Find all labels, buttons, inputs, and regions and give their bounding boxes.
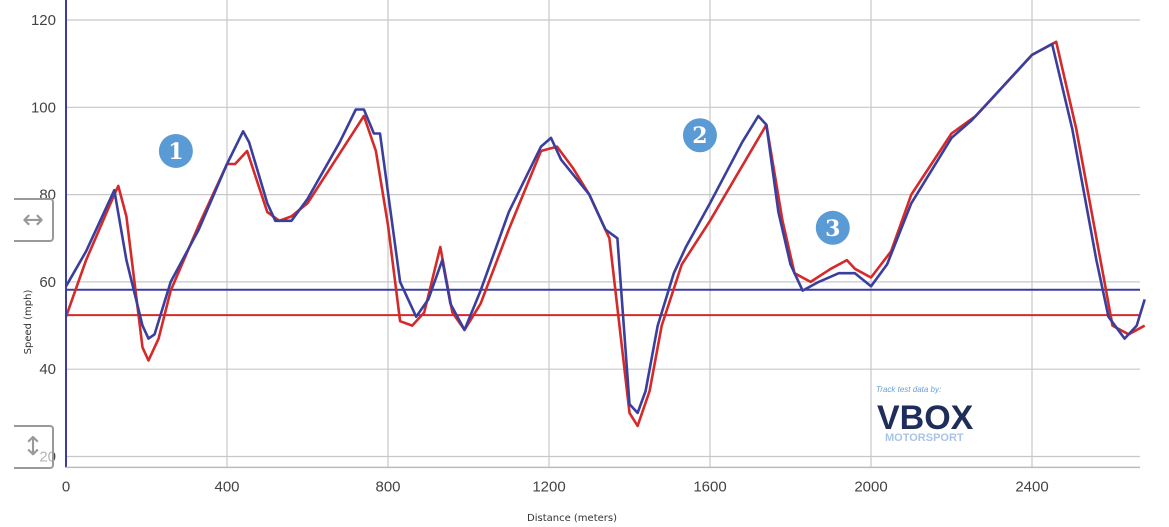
x-tick-label: 1200 xyxy=(532,478,565,495)
reference-lines xyxy=(66,288,1140,317)
pan-vertical-button[interactable]: ↕ xyxy=(14,425,54,469)
speed-trace-line xyxy=(64,42,1146,415)
annotation-label: 3 xyxy=(825,216,840,242)
y-tick-label: 60 xyxy=(39,274,56,291)
watermark-caption: Track test data by: xyxy=(876,385,941,394)
vbox-logo: Track test data by: VBOX MOTORSPORT xyxy=(876,385,974,444)
grid xyxy=(66,0,1140,468)
pan-horizontal-button[interactable]: ↔ xyxy=(14,198,54,242)
x-tick-label: 800 xyxy=(375,478,400,495)
x-tick-label: 400 xyxy=(214,478,239,495)
x-axis-label: Distance (meters) xyxy=(527,513,617,524)
annotation-label: 2 xyxy=(692,123,707,149)
series-lines xyxy=(64,40,1146,428)
annotation-marker xyxy=(815,210,850,245)
speed-trace-line xyxy=(64,40,1146,428)
x-tick-label: 1600 xyxy=(693,478,726,495)
y-tick-label: 40 xyxy=(39,361,56,378)
watermark-sub: MOTORSPORT xyxy=(885,432,964,444)
y-tick-label: 120 xyxy=(31,12,56,29)
vertical-arrows-icon: ↕ xyxy=(22,432,44,462)
annotation-label: 1 xyxy=(168,139,183,165)
axes xyxy=(65,0,1140,469)
x-tick-label: 0 xyxy=(62,478,70,495)
annotation-marker xyxy=(682,118,717,153)
y-axis-label: Speed (mph) xyxy=(23,290,34,355)
annotations: 1 2 3 xyxy=(158,118,850,245)
watermark-brand: VBOX xyxy=(877,399,974,437)
x-tick-label: 2400 xyxy=(1015,478,1048,495)
annotation-marker xyxy=(158,133,193,168)
horizontal-arrows-icon: ↔ xyxy=(22,205,44,235)
x-tick-label: 2000 xyxy=(854,478,887,495)
y-tick-label: 100 xyxy=(31,99,56,116)
